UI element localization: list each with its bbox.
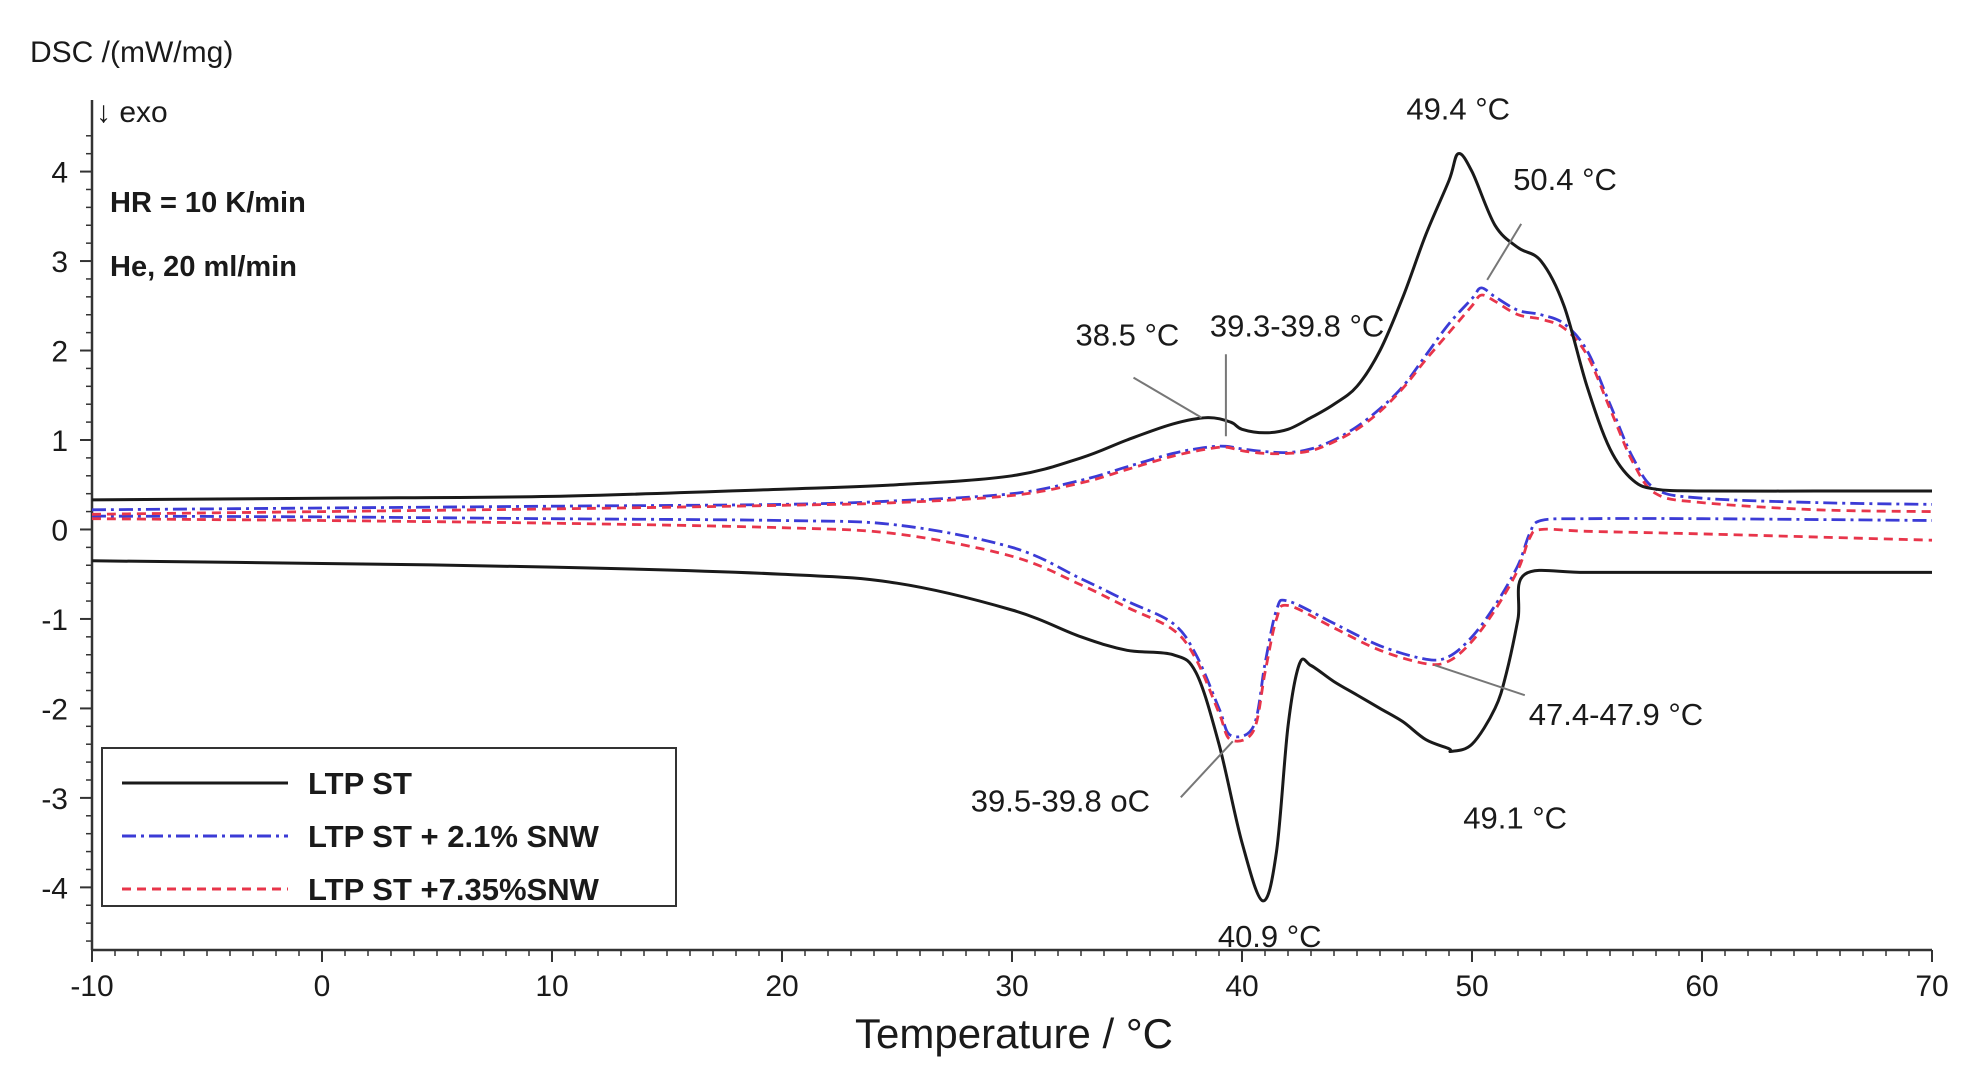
annotation-leader [1486,223,1523,281]
series-ltp-st-2-1-snw-cooling [91,514,1933,739]
annotation-leader [1180,740,1234,798]
x-tick-label: 70 [1915,970,1948,1003]
y-tick-label: 1 [51,425,68,458]
annotation-leader [1132,376,1203,419]
gas-flow-note: He, 20 ml/min [110,251,297,283]
series-ltp-st-2-1-snw-heating [91,286,1933,512]
y-tick-label: -1 [41,604,68,637]
peak-annotation: 38.5 °C [1076,318,1180,353]
legend: LTP ST LTP ST + 2.1% SNW LTP ST +7.35%SN… [101,747,677,907]
y-tick-label: 2 [51,336,68,369]
x-tick-label: 60 [1685,970,1718,1003]
peak-annotation: 39.5-39.8 oC [971,783,1150,818]
y-tick-label: 4 [51,157,68,190]
y-tick-label: -4 [41,872,68,905]
peak-annotation: 47.4-47.9 °C [1529,697,1703,732]
series-ltp-st-7-35-snw-heating [91,293,1933,516]
y-tick-label: -2 [41,693,68,726]
x-tick-label: 40 [1225,970,1258,1003]
series-layer [91,152,1933,903]
peak-annotation: 50.4 °C [1513,162,1617,197]
legend-box [101,747,677,907]
y-tick-label: -3 [41,783,68,816]
x-axis-label: Temperature / °C [855,1010,1173,1057]
legend-label-ltp-st: LTP ST [308,766,412,801]
peak-annotation: 39.3-39.8 °C [1210,308,1384,343]
x-tick-label: 30 [995,970,1028,1003]
x-tick-label: -10 [70,970,113,1003]
y-tick-label: 0 [51,514,68,547]
peak-annotation: 40.9 °C [1218,919,1322,954]
series-ltp-st-7-35-snw-cooling [91,517,1933,743]
legend-label-snw-7-35: LTP ST +7.35%SNW [308,872,600,907]
series-ltp-st-heating [91,152,1932,502]
y-tick-label: 3 [51,246,68,279]
peak-annotation: 49.1 °C [1463,800,1567,835]
x-tick-label: 10 [535,970,568,1003]
annotation-leader [1434,664,1526,697]
legend-label-snw-2-1: LTP ST + 2.1% SNW [308,819,600,854]
annotation-layer: 49.4 °C50.4 °C 39.3-39.8 °C 38.5 °C 47.4-47… [971,92,1703,954]
series-ltp-st-cooling [91,559,1933,903]
exo-direction-note: ↓ exo [96,96,168,129]
x-tick-label: 0 [314,970,331,1003]
peak-annotation: 49.4 °C [1406,92,1510,127]
x-tick-label: 50 [1455,970,1488,1003]
heating-rate-note: HR = 10 K/min [110,187,306,219]
y-axis-label: DSC /(mW/mg) [30,36,233,69]
x-tick-label: 20 [765,970,798,1003]
